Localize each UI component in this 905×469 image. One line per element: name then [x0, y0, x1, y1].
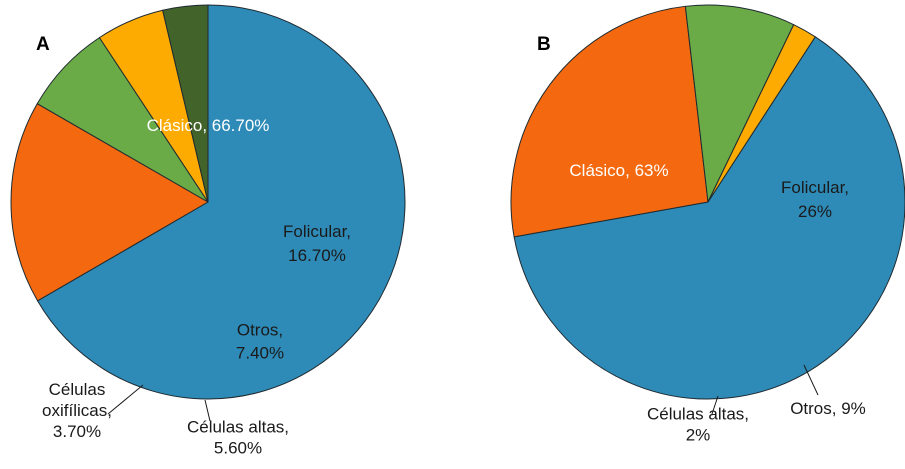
panel-label-a: A [36, 34, 50, 55]
pie-a-leader-line-3 [204, 399, 211, 422]
pie-a-slice-label-2: Otros, 7.40% [236, 321, 284, 363]
pie-a-slice-label-2-line-1: 7.40% [236, 344, 284, 363]
pie-a-slice-label-1-line-0: Folicular, [283, 222, 351, 241]
pie-b-slice-label-3: Células altas, 2% [647, 405, 749, 445]
pie-b-leader-line-2 [803, 364, 819, 396]
pie-b-slice-label-0-line-0: Clásico, 63% [569, 161, 668, 180]
pie-b-leader-line-3 [711, 395, 719, 415]
pie-a-slice-label-3: Células altas, 5.60% [187, 418, 289, 458]
pie-a-slice-1 [10, 103, 209, 302]
pie-b-slice-label-2-line-0: Otros, 9% [790, 399, 866, 418]
pie-a-slice-label-4-line-0: Células [49, 380, 106, 399]
pie-a-slice-label-2-line-0: Otros, [237, 321, 283, 340]
pie-b-slice-0 [513, 36, 905, 400]
pie-a-slice-label-3-line-1: 5.60% [214, 439, 262, 458]
pie-b-slice-label-1: Folicular, 26% [781, 178, 849, 221]
pie-a-slice-label-4-line-1: oxifílicas, [42, 401, 112, 420]
pie-a-slice-label-1: Folicular, 16.70% [283, 222, 351, 265]
pie-b-slice-label-1-line-0: Folicular, [781, 178, 849, 197]
pie-a-slice-label-1-line-1: 16.70% [288, 246, 346, 265]
pie-a-slice-0 [37, 4, 406, 400]
pie-chart-b: Clásico, 63% Folicular, 26% Otros, 9% Célula… [510, 4, 905, 445]
pie-b-slice-label-0: Clásico, 63% [569, 161, 668, 180]
pie-a-slice-label-0-line-0: Clásico, 66.70% [147, 116, 270, 135]
pie-b-slice-2 [684, 4, 795, 203]
pie-a-slice-label-3-line-0: Células altas, [187, 418, 289, 437]
pie-chart-a: Clásico, 66.70% Folicular, 16.70% Otros, 7.4… [10, 4, 406, 458]
pie-b-slice-3 [707, 24, 816, 203]
panel-label-b: B [537, 34, 551, 55]
pie-a-slice-4 [162, 4, 209, 203]
pie-b-slice-1 [510, 5, 709, 238]
pie-a-slice-label-4-line-2: 3.70% [53, 422, 101, 441]
pie-b-slice-label-1-line-1: 26% [798, 202, 832, 221]
pie-a-slice-label-4: Células oxifílicas, 3.70% [42, 380, 112, 441]
pie-b-slice-label-2: Otros, 9% [790, 399, 866, 418]
pie-b-slice-label-3-line-0: Células altas, [647, 405, 749, 424]
pie-a-leader-line-4 [107, 384, 144, 415]
pie-a-slice-label-0: Clásico, 66.70% [147, 116, 270, 135]
pie-b-slice-label-3-line-1: 2% [686, 426, 711, 445]
